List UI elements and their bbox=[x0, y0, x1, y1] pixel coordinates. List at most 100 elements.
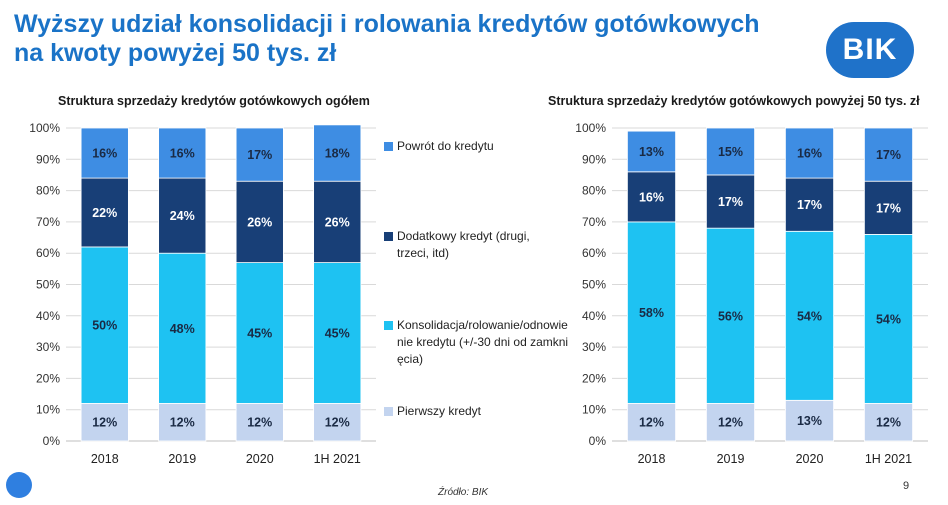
chart-2-data-label: 58% bbox=[639, 306, 664, 320]
chart-2-data-label: 16% bbox=[639, 190, 664, 204]
chart-1-ytick-label: 80% bbox=[36, 184, 60, 198]
chart-1-ytick-label: 90% bbox=[36, 152, 60, 166]
bik-logo: BIK bbox=[826, 22, 914, 78]
chart-1-ytick-label: 70% bbox=[36, 215, 60, 229]
chart-1-ytick-label: 30% bbox=[36, 340, 60, 354]
chart-2-data-label: 17% bbox=[876, 148, 901, 162]
chart-2-data-label: 16% bbox=[797, 147, 822, 161]
chart-2-data-label: 13% bbox=[797, 414, 822, 428]
chart-2-category-label: 2019 bbox=[717, 452, 745, 466]
chart-2-ytick-label: 60% bbox=[582, 246, 606, 260]
chart-1-ytick-label: 40% bbox=[36, 309, 60, 323]
chart-1-data-label: 16% bbox=[170, 147, 195, 161]
legend-label-consolidation: Konsolidacja/rolowanie/odnowienie kredyt… bbox=[397, 318, 569, 366]
chart-1-data-label: 26% bbox=[247, 215, 272, 229]
legend-label-first-credit: Pierwszy kredyt bbox=[397, 404, 482, 418]
chart-2-bar-first-credit bbox=[785, 399, 834, 442]
chart-1-category-label: 2018 bbox=[91, 452, 119, 466]
chart-1-ytick-label: 50% bbox=[36, 278, 60, 292]
chart-1-data-label: 45% bbox=[325, 327, 350, 341]
chart-2-bar-return bbox=[627, 130, 676, 173]
chart-1-category-label: 1H 2021 bbox=[314, 452, 361, 466]
decorative-dot bbox=[6, 472, 32, 498]
chart-2-bar-return bbox=[785, 127, 834, 179]
chart-2-bar-consolidation bbox=[785, 230, 834, 401]
chart-1-data-label: 50% bbox=[92, 319, 117, 333]
page-title: Wyższy udział konsolidacji i rolowania k… bbox=[14, 10, 794, 68]
chart-2-bar-return bbox=[864, 127, 913, 182]
chart-1-data-label: 12% bbox=[170, 416, 195, 430]
source-note: Źródło: BIK bbox=[438, 487, 489, 498]
chart-2-category-label: 2020 bbox=[796, 452, 824, 466]
chart-2-ytick-label: 100% bbox=[575, 121, 606, 135]
chart-1-bar-consolidation bbox=[80, 246, 129, 404]
chart-2-title: Struktura sprzedaży kredytów gotówkowych… bbox=[548, 94, 920, 108]
chart-1-bar-additional bbox=[80, 177, 129, 248]
chart-1-bar-return bbox=[313, 124, 362, 182]
chart-1-bar-return bbox=[80, 127, 129, 179]
chart-2-ytick-label: 30% bbox=[582, 340, 606, 354]
chart-1-data-label: 45% bbox=[247, 327, 272, 341]
chart-1-ytick-label: 60% bbox=[36, 246, 60, 260]
legend-swatch-return bbox=[384, 142, 393, 151]
chart-2-data-label: 54% bbox=[797, 309, 822, 323]
chart-1-data-label: 16% bbox=[92, 147, 117, 161]
legend-swatch-first-credit bbox=[384, 407, 393, 416]
chart-2-ytick-label: 40% bbox=[582, 309, 606, 323]
page-title-line-1: Wyższy udział konsolidacji i rolowania k… bbox=[14, 10, 760, 38]
chart-1-bar-consolidation bbox=[158, 252, 207, 404]
chart-2-ytick-label: 70% bbox=[582, 215, 606, 229]
chart-1-bar-first-credit bbox=[80, 403, 129, 442]
chart-1-data-label: 12% bbox=[247, 416, 272, 430]
chart-1-data-label: 24% bbox=[170, 209, 195, 223]
chart-1-category-label: 2019 bbox=[168, 452, 196, 466]
chart-2-data-label: 17% bbox=[718, 195, 743, 209]
legend-swatch-consolidation bbox=[384, 321, 393, 330]
chart-1-bar-additional bbox=[235, 180, 284, 263]
chart-2-data-label: 54% bbox=[876, 312, 901, 326]
chart-1-data-label: 12% bbox=[325, 416, 350, 430]
chart-2-data-label: 12% bbox=[639, 416, 664, 430]
legend-swatch-additional bbox=[384, 232, 393, 241]
chart-2-bar-additional bbox=[864, 180, 913, 235]
chart-2-bar-additional bbox=[706, 174, 755, 229]
chart-2-data-label: 15% bbox=[718, 145, 743, 159]
chart-2-ytick-label: 10% bbox=[582, 403, 606, 417]
chart-1-bar-consolidation bbox=[235, 262, 284, 404]
chart-2-ytick-label: 50% bbox=[582, 278, 606, 292]
chart-1-ytick-label: 0% bbox=[43, 434, 61, 448]
chart-1-bar-return bbox=[235, 127, 284, 182]
chart-1-bar-additional bbox=[158, 177, 207, 254]
chart-1-category-label: 2020 bbox=[246, 452, 274, 466]
chart-1-data-label: 48% bbox=[170, 322, 195, 336]
page-number: 9 bbox=[903, 480, 910, 492]
chart-2-bar-first-credit bbox=[706, 403, 755, 442]
chart-2-data-label: 56% bbox=[718, 309, 743, 323]
chart-1-title: Struktura sprzedaży kredytów gotówkowych… bbox=[58, 94, 370, 108]
chart-1-bar-first-credit bbox=[158, 403, 207, 442]
chart-2-bar-return bbox=[706, 127, 755, 176]
chart-1-data-label: 22% bbox=[92, 206, 117, 220]
chart-1-bar-first-credit bbox=[235, 403, 284, 442]
chart-2-bar-consolidation bbox=[864, 234, 913, 404]
chart-2-data-label: 17% bbox=[797, 198, 822, 212]
chart-1-data-label: 26% bbox=[325, 215, 350, 229]
chart-1-data-label: 18% bbox=[325, 147, 350, 161]
legend-label-additional: Dodatkowy kredyt (drugi, trzeci, itd) bbox=[397, 229, 530, 260]
chart-1-data-label: 12% bbox=[92, 416, 117, 430]
chart-2-data-label: 12% bbox=[718, 416, 743, 430]
chart-2-bar-additional bbox=[627, 171, 676, 223]
chart-1-data-label: 17% bbox=[247, 148, 272, 162]
chart-2-category-label: 1H 2021 bbox=[865, 452, 912, 466]
legend-label-return: Powrót do kredytu bbox=[397, 139, 494, 153]
chart-2-ytick-label: 80% bbox=[582, 184, 606, 198]
chart-1-ytick-label: 20% bbox=[36, 371, 60, 385]
chart-1-ytick-label: 100% bbox=[29, 121, 60, 135]
chart-2-ytick-label: 90% bbox=[582, 152, 606, 166]
chart-2-category-label: 2018 bbox=[638, 452, 666, 466]
chart-2-bar-first-credit bbox=[864, 403, 913, 442]
chart-2-data-label: 13% bbox=[639, 145, 664, 159]
chart-2-data-label: 17% bbox=[876, 201, 901, 215]
